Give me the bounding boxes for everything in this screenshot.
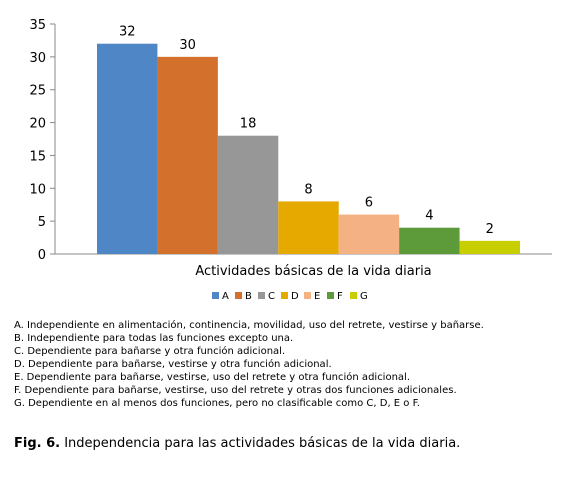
legend: A B C D E F G (212, 291, 368, 302)
note-f: F. Dependiente para bañarse, vestirse, u… (14, 385, 457, 396)
legend-swatch-c (258, 292, 265, 299)
y-tick-label: 0 (38, 248, 46, 263)
legend-label-f: F (337, 291, 343, 302)
y-tick-label: 5 (38, 215, 46, 230)
y-tick-label: 15 (29, 149, 46, 164)
note-b: B. Independiente para todas las funcione… (14, 333, 294, 344)
bar-c (217, 135, 279, 254)
y-tick-label: 10 (29, 182, 46, 197)
note-a: A. Independiente en alimentación, contin… (14, 320, 484, 331)
legend-label-e: E (314, 291, 320, 302)
bar-label-e: 6 (365, 196, 373, 211)
note-c: C. Dependiente para bañarse y otra funci… (14, 346, 286, 357)
bar-label-d: 8 (304, 182, 312, 197)
bar-label-b: 30 (179, 38, 196, 53)
legend-label-b: B (245, 291, 252, 302)
bar-label-f: 4 (425, 209, 433, 224)
bar-e (338, 214, 400, 254)
bar-b (157, 56, 218, 254)
bar-label-c: 18 (240, 117, 257, 132)
note-e: E. Dependiente para bañarse, vestirse, u… (14, 372, 411, 383)
legend-label-a: A (222, 291, 229, 302)
bar-d (278, 201, 339, 254)
bars (97, 43, 520, 254)
legend-label-g: G (360, 291, 368, 302)
figure-caption: Fig. 6. Independencia para las actividad… (14, 436, 460, 451)
note-g: G. Dependiente en al menos dos funciones… (14, 398, 420, 409)
bar-chart: 0 5 10 15 20 25 30 35 32 30 18 8 6 4 2 Actividades bá… (29, 18, 552, 302)
y-tick-label: 25 (29, 84, 46, 99)
category-notes: A. Independiente en alimentación, contin… (14, 319, 484, 410)
note-d: D. Dependiente para bañarse, vestirse y … (14, 359, 332, 370)
bar-a (97, 43, 158, 254)
y-tick-label: 35 (29, 18, 46, 33)
legend-swatch-e (304, 292, 311, 299)
y-tick-label: 30 (29, 51, 46, 66)
bar-labels: 32 30 18 8 6 4 2 (119, 25, 494, 237)
bar-label-g: 2 (486, 222, 494, 237)
bar-f (399, 227, 460, 254)
figure-caption-text: Independencia para las actividades básic… (60, 436, 461, 451)
legend-swatch-b (235, 292, 242, 299)
figure-caption-label: Fig. 6. (14, 436, 61, 451)
bar-label-a: 32 (119, 25, 136, 40)
legend-label-d: D (291, 291, 299, 302)
legend-swatch-g (350, 292, 357, 299)
legend-swatch-d (281, 292, 288, 299)
legend-label-c: C (268, 291, 275, 302)
legend-swatch-a (212, 292, 219, 299)
y-tick-label: 20 (29, 117, 46, 132)
x-axis-label: Actividades básicas de la vida diaria (195, 264, 431, 279)
bar-g (459, 240, 520, 254)
legend-swatch-f (327, 292, 334, 299)
